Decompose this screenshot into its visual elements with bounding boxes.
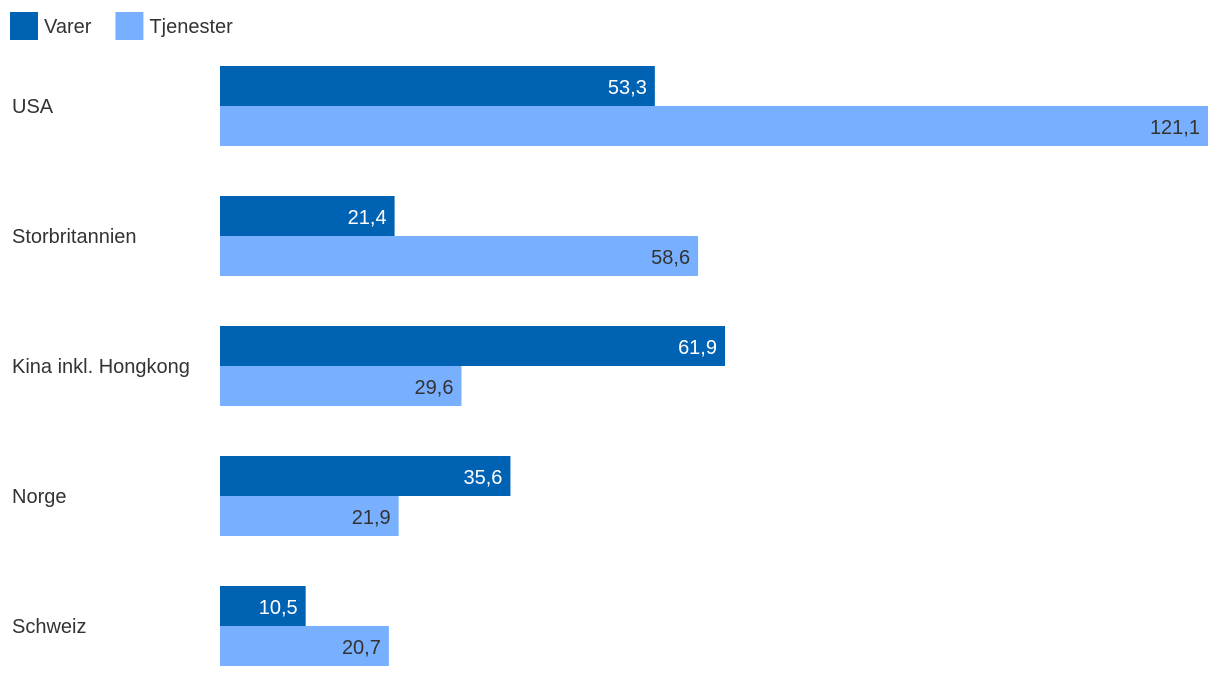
category-label: Kina inkl. Hongkong <box>12 356 190 378</box>
category-labels: USA Storbritannien Kina inkl. Hongkong Norg… <box>12 96 190 638</box>
value-label-tjenester: 29,6 <box>415 377 454 399</box>
bar-varer <box>220 196 395 236</box>
value-label-tjenester: 20,7 <box>342 637 381 659</box>
category-label: USA <box>12 96 54 118</box>
legend-label-tjenester: Tjenester <box>149 16 233 38</box>
legend: Varer Tjenester <box>10 12 233 40</box>
legend-label-varer: Varer <box>44 16 92 38</box>
value-labels: 53,3 121,1 21,4 58,6 61,9 29,6 35,6 21,9 10,5 20,… <box>259 77 1200 659</box>
bar-varer <box>220 586 306 626</box>
legend-swatch-tjenester <box>115 12 144 40</box>
value-label-varer: 10,5 <box>259 597 298 619</box>
category-label: Norge <box>12 486 66 508</box>
value-label-tjenester: 21,9 <box>352 507 391 529</box>
value-label-varer: 35,6 <box>464 467 503 489</box>
category-label: Schweiz <box>12 616 86 638</box>
bar-tjenester <box>220 236 699 276</box>
bar-tjenester <box>220 366 462 406</box>
value-label-tjenester: 121,1 <box>1150 117 1200 139</box>
bar-tjenester <box>220 106 1208 146</box>
bar-tjenester <box>220 626 389 666</box>
value-label-tjenester: 58,6 <box>651 247 690 269</box>
value-label-varer: 21,4 <box>348 207 387 229</box>
value-label-varer: 53,3 <box>608 77 647 99</box>
legend-swatch-varer <box>10 12 38 40</box>
bar-tjenester <box>220 496 399 536</box>
bar-varer <box>220 326 726 366</box>
bar-varer <box>220 66 655 106</box>
value-label-varer: 61,9 <box>678 337 717 359</box>
category-label: Storbritannien <box>12 226 137 248</box>
bars <box>220 66 1208 666</box>
bar-varer <box>220 456 511 496</box>
